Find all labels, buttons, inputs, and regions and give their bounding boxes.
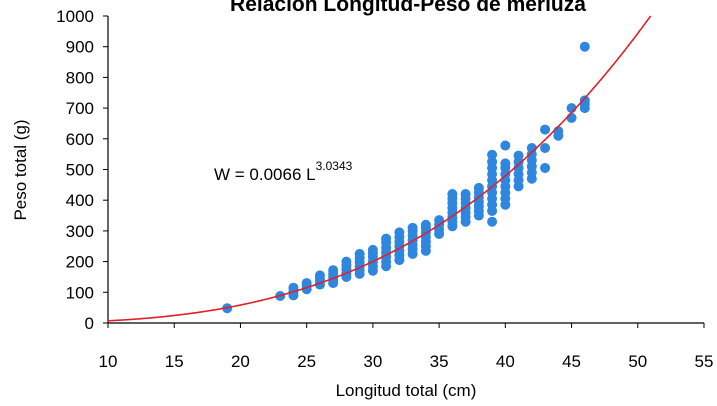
data-point [500,158,511,169]
x-tick-label: 55 [695,352,714,371]
y-tick-label: 900 [66,38,94,57]
y-tick-label: 500 [66,161,94,180]
data-point [328,265,339,276]
y-tick-label: 1000 [56,7,94,26]
y-axis-label: Peso total (g) [11,119,30,220]
data-point [579,95,590,106]
data-point [460,189,471,200]
fit-equation-prefix: W = 0.0066 L [214,165,316,184]
data-point [487,149,498,160]
y-tick-label: 600 [66,130,94,149]
data-point [513,150,524,161]
data-point [566,112,577,123]
fit-equation-exponent: 3.0343 [316,159,353,173]
x-tick-label: 15 [165,352,184,371]
data-point [540,162,551,173]
y-tick-label: 100 [66,283,94,302]
x-tick-label: 50 [628,352,647,371]
data-point [341,256,352,267]
x-tick-label: 35 [430,352,449,371]
data-point [420,219,431,230]
x-tick-label: 10 [99,352,118,371]
data-point [354,248,365,259]
y-tick-label: 800 [66,68,94,87]
x-tick-label: 40 [496,352,515,371]
data-point [540,143,551,154]
data-point [314,270,325,281]
x-tick-label: 20 [231,352,250,371]
data-point [434,215,445,226]
x-axis-label: Longitud total (cm) [336,381,477,400]
data-point [500,140,511,151]
data-point [381,233,392,244]
y-tick-label: 700 [66,99,94,118]
y-tick-label: 0 [85,314,94,333]
fit-curve [107,15,652,322]
axes: 0 100 200 300 400 500 600 700 800 900 1000 10 15 20 25… [56,7,713,371]
y-tick-label: 400 [66,191,94,210]
data-point [473,182,484,193]
data-point [447,189,458,200]
data-point [394,227,405,238]
fit-equation-label: W = 0.0066 L3.0343 [214,159,353,184]
data-point [487,216,498,227]
data-point [407,222,418,233]
data-point [301,278,312,289]
chart-title: Relación Longitud-Peso de merluza [230,0,586,16]
data-points [222,41,590,314]
data-point [487,156,498,167]
x-tick-label: 30 [363,352,382,371]
data-point [579,41,590,52]
x-tick-label: 25 [297,352,316,371]
y-tick-label: 300 [66,222,94,241]
data-point [540,124,551,135]
y-tick-label: 200 [66,253,94,272]
data-point [367,244,378,255]
x-tick-label: 45 [562,352,581,371]
